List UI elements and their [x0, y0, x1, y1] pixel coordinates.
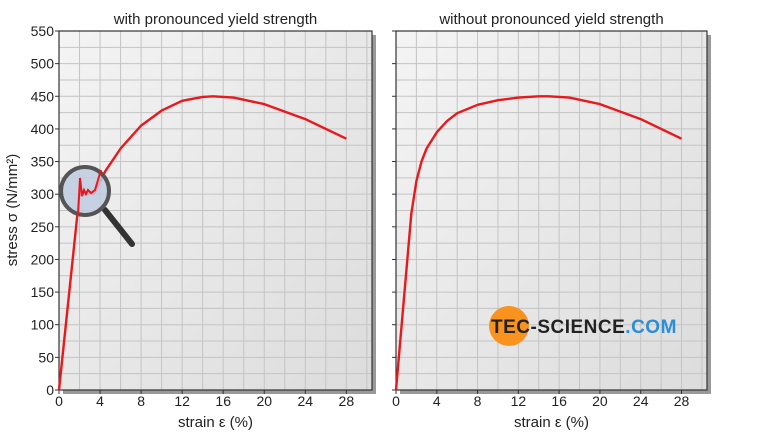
y-tick-label: 200 — [31, 251, 55, 267]
x-tick-label: 16 — [551, 393, 567, 409]
logo-text: TEC-SCIENCE.COM — [491, 317, 677, 338]
x-tick-label: 28 — [339, 393, 355, 409]
x-axis-label: strain ε (%) — [178, 414, 253, 431]
x-tick-label: 16 — [215, 393, 231, 409]
y-tick-label: 500 — [31, 56, 55, 72]
y-tick-label: 50 — [38, 349, 54, 365]
x-tick-label: 4 — [96, 393, 104, 409]
y-tick-label: 150 — [31, 284, 55, 300]
logo-text-part: -SCIENCE — [531, 317, 626, 338]
y-tick-label: 250 — [31, 219, 55, 235]
x-tick-label: 28 — [674, 393, 690, 409]
logo-text-part: .COM — [625, 317, 677, 338]
y-tick-label: 0 — [46, 382, 54, 398]
logo-text-part: TEC — [491, 317, 531, 338]
x-tick-label: 20 — [256, 393, 272, 409]
x-tick-label: 8 — [474, 393, 482, 409]
x-tick-label: 24 — [298, 393, 314, 409]
plot-frame — [395, 30, 708, 391]
x-tick-label: 20 — [592, 393, 608, 409]
x-tick-label: 8 — [137, 393, 145, 409]
logo-circle — [489, 306, 529, 346]
y-axis-label: stress σ (N/mm²) — [4, 154, 21, 267]
x-tick-label: 12 — [511, 393, 527, 409]
x-tick-label: 0 — [392, 393, 400, 409]
chart-panel-2: 0 4 8 12 16 20 24 28 strain ε (%) without pronoun… — [392, 11, 711, 431]
x-tick-label: 24 — [633, 393, 649, 409]
stress-strain-curve — [394, 95, 683, 391]
y-tick-label: 100 — [31, 317, 55, 333]
x-tick-label: 12 — [174, 393, 190, 409]
x-axis-label: strain ε (%) — [514, 414, 589, 431]
y-tick-label: 550 — [31, 23, 55, 39]
chart-title: without pronounced yield strength — [438, 11, 663, 28]
y-tick-label: 450 — [31, 88, 55, 104]
tec-science-logo: TEC-SCIENCE.COM — [489, 306, 677, 346]
chart-title: with pronounced yield strength — [113, 11, 317, 28]
x-tick-label: 4 — [433, 393, 441, 409]
yield-detail-curve — [77, 169, 102, 216]
chart-panel-1: 0 4 8 12 16 20 24 28 0 50 100 150 200 250 300 350 400 450… — [31, 11, 376, 431]
x-tick-label: 0 — [55, 393, 63, 409]
y-tick-label: 400 — [31, 121, 55, 137]
y-tick-label: 350 — [31, 154, 55, 170]
magnifier-icon — [59, 165, 135, 247]
magnifier-handle — [102, 207, 135, 247]
plot-frame — [58, 30, 373, 391]
y-tick-label: 300 — [31, 186, 55, 202]
